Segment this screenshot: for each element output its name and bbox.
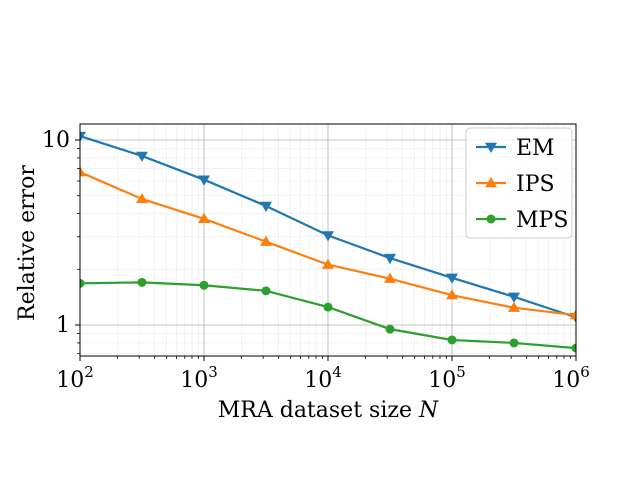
data-point-mps: [80, 278, 85, 288]
series-ips: [80, 166, 576, 320]
x-tick-base: 10: [180, 368, 208, 393]
x-tick-label: 104: [304, 363, 342, 393]
data-point-mps: [509, 338, 519, 348]
series-layer: [80, 131, 576, 353]
x-tick-exponent: 4: [332, 363, 342, 381]
data-point-ips: [384, 272, 397, 283]
legend-label-em: EM: [516, 136, 555, 161]
data-point-ips: [508, 301, 521, 312]
data-point-em: [322, 231, 334, 242]
data-point-mps: [447, 335, 457, 345]
x-axis-label-text: MRA dataset size: [218, 398, 419, 423]
x-tick-label: 105: [428, 363, 466, 393]
x-tick-exponent: 6: [580, 363, 590, 381]
data-point-mps: [261, 286, 271, 296]
data-point-ips: [198, 212, 210, 223]
x-axis-label: MRA dataset size N: [218, 398, 439, 423]
x-axis-label-variable: N: [418, 398, 439, 423]
x-tick-base: 10: [428, 368, 456, 393]
x-tick-label: 106: [552, 363, 590, 393]
data-point-em: [384, 253, 397, 265]
legend-label-ips: IPS: [516, 172, 555, 197]
data-point-em: [259, 201, 272, 212]
x-tick-base: 10: [56, 368, 84, 393]
data-point-em: [80, 131, 86, 143]
data-point-em: [135, 151, 148, 162]
data-point-ips: [80, 166, 86, 177]
data-point-mps: [385, 324, 395, 334]
legend-marker-ips: [485, 177, 497, 188]
y-tick-label: 1: [56, 313, 70, 338]
data-point-ips: [570, 309, 576, 320]
series-mps: [80, 277, 576, 353]
legend-box: [465, 127, 573, 239]
data-point-ips: [322, 258, 334, 269]
data-point-mps: [323, 302, 333, 312]
data-point-em: [446, 273, 458, 284]
y-tick-label: 10: [42, 128, 70, 153]
x-tick-exponent: 3: [208, 363, 218, 381]
legend-label-mps: MPS: [516, 208, 568, 233]
x-tick-label: 102: [56, 363, 94, 393]
legend-marker-em: [485, 142, 497, 153]
data-point-em: [508, 292, 521, 303]
data-point-ips: [259, 235, 272, 246]
legend: EM IPS MPS: [465, 127, 573, 239]
x-tick-exponent: 5: [456, 363, 466, 381]
y-axis-label: Relative error: [15, 165, 40, 321]
data-point-em: [198, 175, 210, 186]
data-point-ips: [135, 192, 148, 204]
x-tick-label: 103: [180, 363, 218, 393]
series-em: [80, 131, 576, 324]
legend-marker-mps: [486, 214, 496, 224]
x-tick-base: 10: [552, 368, 580, 393]
x-tick-exponent: 2: [84, 363, 94, 381]
data-point-mps: [137, 277, 147, 287]
data-point-mps: [199, 280, 209, 290]
x-tick-base: 10: [304, 368, 332, 393]
data-point-ips: [446, 289, 458, 300]
data-point-mps: [571, 343, 576, 353]
